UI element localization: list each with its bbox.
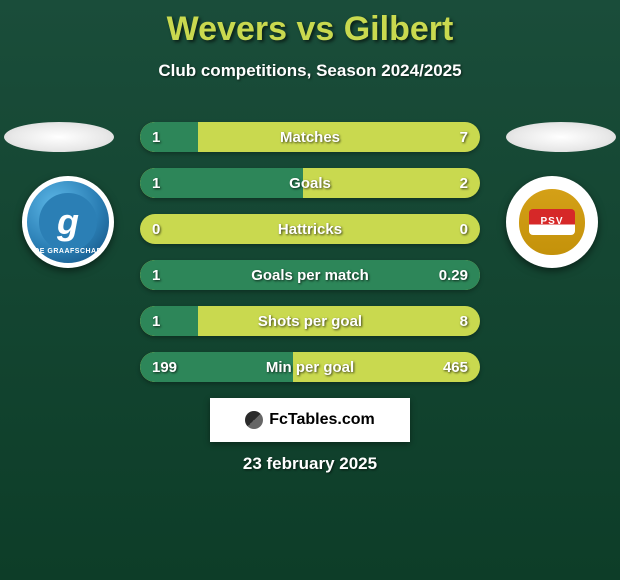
stat-row: 1Goals per match0.29 [140,260,480,290]
page-title: Wevers vs Gilbert [0,0,620,49]
club-logo-right: PSV [506,176,598,268]
stat-label: Shots per goal [140,306,480,336]
date-label: 23 february 2025 [0,454,620,474]
club-logo-right-flag: PSV [529,209,575,235]
stat-value-right: 8 [448,306,480,336]
stat-row: 1Goals2 [140,168,480,198]
stat-value-right: 465 [431,352,480,382]
stat-value-right: 7 [448,122,480,152]
club-logo-left-sub: DE GRAAFSCHAP [34,248,102,255]
stat-row: 0Hattricks0 [140,214,480,244]
player-photo-left [4,122,114,152]
stat-row: 1Shots per goal8 [140,306,480,336]
watermark: FcTables.com [210,398,410,442]
club-logo-left-initial: g [39,193,96,250]
player-photo-right [506,122,616,152]
stat-value-right: 0 [448,214,480,244]
club-logo-left: g DE GRAAFSCHAP [22,176,114,268]
stat-value-right: 0.29 [427,260,480,290]
stat-label: Matches [140,122,480,152]
subtitle: Club competitions, Season 2024/2025 [0,61,620,81]
watermark-text: FcTables.com [269,411,375,429]
stat-row: 199Min per goal465 [140,352,480,382]
watermark-icon [245,411,263,429]
stat-label: Hattricks [140,214,480,244]
stat-row: 1Matches7 [140,122,480,152]
stats-bars: 1Matches7 1Goals2 0Hattricks0 1Goals per ma… [140,122,480,398]
stat-label: Min per goal [140,352,480,382]
club-logo-right-shield: PSV [519,189,585,255]
stat-value-right: 2 [448,168,480,198]
stat-label: Goals [140,168,480,198]
